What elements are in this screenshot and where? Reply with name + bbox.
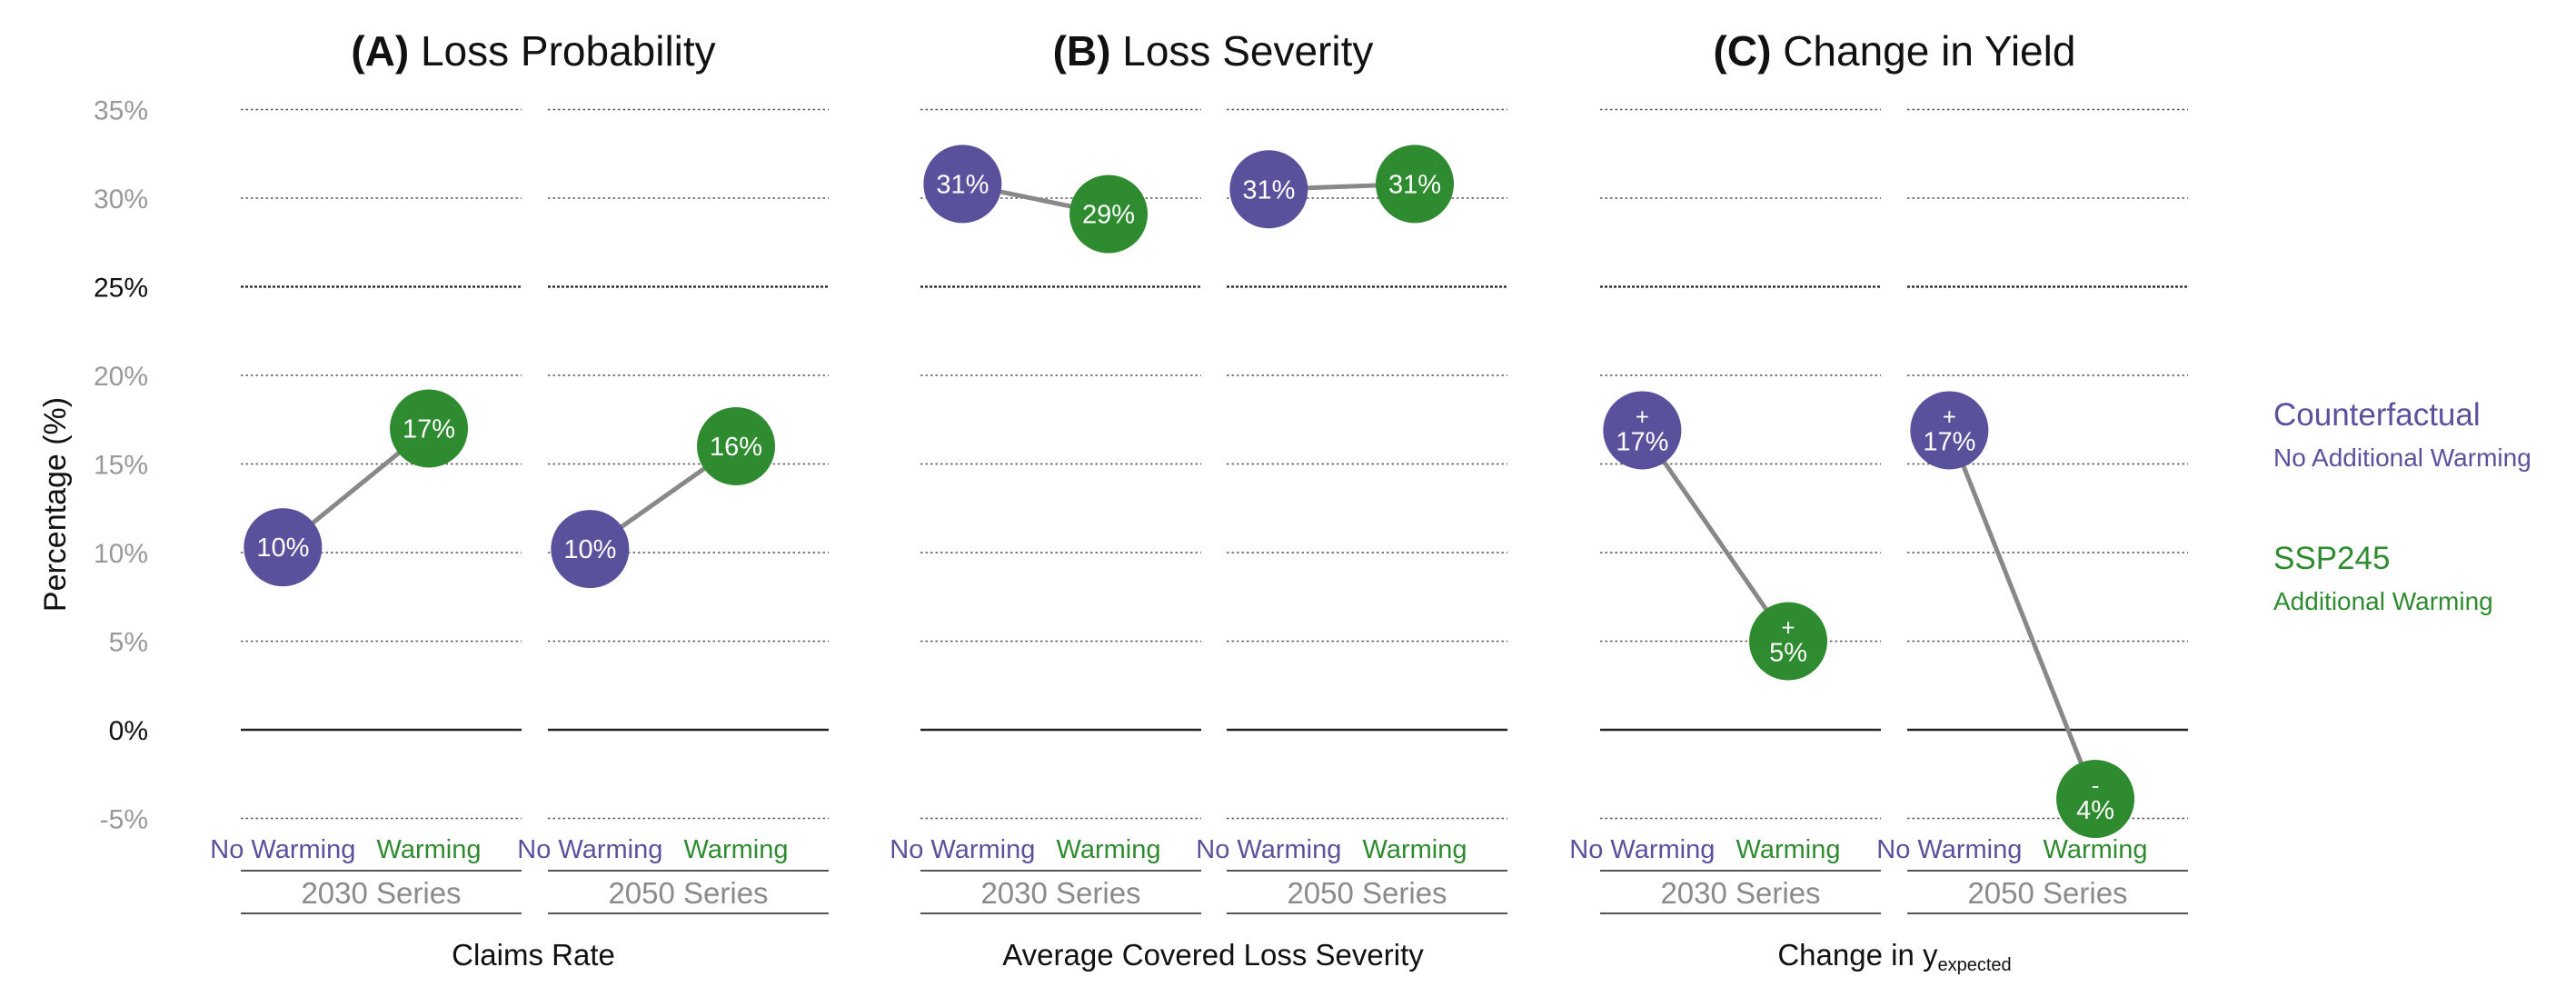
data-label: 10% — [563, 535, 616, 564]
y-tick-label: 5% — [109, 628, 148, 658]
y-tick-label: 20% — [94, 362, 148, 392]
category-label: Warming — [1057, 835, 1161, 864]
data-label: 29% — [1082, 201, 1135, 230]
marker-layer — [244, 145, 2135, 839]
series-group-label: 2050 Series — [1287, 876, 1447, 910]
category-label: Warming — [2044, 835, 2148, 864]
legend-title: Counterfactual — [2273, 397, 2481, 433]
category-label: Warming — [1736, 835, 1841, 864]
series-group-label: 2050 Series — [1967, 876, 2127, 910]
panel-title-text: Change in Yield — [1783, 27, 2075, 75]
data-point — [551, 510, 630, 589]
series-group-label: 2030 Series — [301, 876, 461, 910]
panel-title-text: Loss Severity — [1122, 27, 1373, 75]
series-group-label: 2030 Series — [1660, 876, 1820, 910]
category-label: No Warming — [890, 835, 1035, 864]
panel-title-text: Loss Probability — [421, 27, 716, 75]
y-tick-label: 10% — [94, 539, 148, 569]
series-group-label: 2050 Series — [608, 876, 768, 910]
data-point — [1069, 174, 1149, 254]
x-axis-label-subscript: expected — [1937, 955, 2011, 975]
panel-title: (B) Loss Severity — [1053, 27, 1374, 75]
connector-line — [1947, 429, 2098, 800]
text-layer: Percentage (%)-5%0%5%10%15%20%25%30%35%(… — [38, 27, 2531, 975]
data-label: 17% — [403, 415, 455, 444]
connector-layer — [281, 181, 2098, 800]
category-label: No Warming — [1876, 835, 2022, 864]
legend-title: SSP245 — [2273, 541, 2390, 576]
y-tick-label: -5% — [100, 805, 148, 835]
x-axis-label-main: Claims Rate — [452, 938, 615, 972]
category-label: Warming — [377, 835, 482, 864]
panel-letter: (B) — [1053, 27, 1111, 75]
category-label: No Warming — [1196, 835, 1341, 864]
data-point — [1376, 145, 1455, 224]
data-label-sign: + — [1943, 403, 1956, 430]
grid-layer — [241, 108, 2188, 914]
data-point — [1603, 391, 1682, 470]
data-point — [1749, 602, 1828, 681]
data-point — [1910, 391, 1989, 470]
panel-letter: (C) — [1714, 27, 1772, 75]
category-label: No Warming — [517, 835, 662, 864]
panel-x-axis-label: Change in yexpected — [1777, 938, 2011, 975]
category-label: Warming — [684, 835, 789, 864]
data-label-sign: - — [2092, 772, 2100, 799]
panel-title: (C) Change in Yield — [1714, 27, 2076, 75]
x-axis-label-main: Change in y — [1777, 938, 1938, 972]
y-tick-label: 15% — [94, 451, 148, 481]
panel-title-space — [1771, 27, 1783, 75]
panel-x-axis-label: Average Covered Loss Severity — [1002, 938, 1424, 972]
panel-title: (A) Loss Probability — [351, 27, 715, 75]
data-point — [697, 407, 776, 485]
data-point — [390, 389, 469, 468]
legend-subtitle: No Additional Warming — [2273, 444, 2531, 472]
data-label: 17% — [1616, 427, 1668, 456]
panel-letter: (A) — [351, 27, 409, 75]
category-label: Warming — [1363, 835, 1467, 864]
legend-subtitle: Additional Warming — [2273, 587, 2493, 615]
y-axis-label: Percentage (%) — [38, 397, 73, 612]
data-point — [244, 508, 323, 587]
data-point — [2056, 760, 2135, 839]
data-label: 31% — [936, 170, 989, 199]
data-point — [923, 145, 1002, 224]
data-label: 16% — [710, 433, 762, 462]
y-tick-label: 30% — [94, 184, 148, 214]
data-label: 4% — [2076, 796, 2114, 825]
data-label-sign: + — [1781, 614, 1795, 642]
panel-title-space — [1110, 27, 1122, 75]
data-label: 17% — [1923, 427, 1975, 456]
panel-title-space — [409, 27, 421, 75]
data-label-sign: + — [1636, 403, 1649, 430]
data-label: 31% — [1242, 175, 1295, 204]
data-label: 10% — [256, 533, 309, 563]
y-tick-label: 0% — [109, 716, 148, 746]
category-label: No Warming — [210, 835, 355, 864]
data-label: 31% — [1388, 170, 1441, 199]
x-axis-label-main: Average Covered Loss Severity — [1002, 938, 1424, 972]
connector-line — [1640, 429, 1791, 643]
series-group-label: 2030 Series — [980, 876, 1140, 910]
data-point — [1229, 150, 1308, 229]
category-label: No Warming — [1569, 835, 1715, 864]
data-label: 5% — [1769, 639, 1807, 668]
panel-x-axis-label: Claims Rate — [452, 938, 615, 972]
y-tick-label: 35% — [94, 96, 148, 126]
y-tick-label: 25% — [94, 274, 148, 304]
